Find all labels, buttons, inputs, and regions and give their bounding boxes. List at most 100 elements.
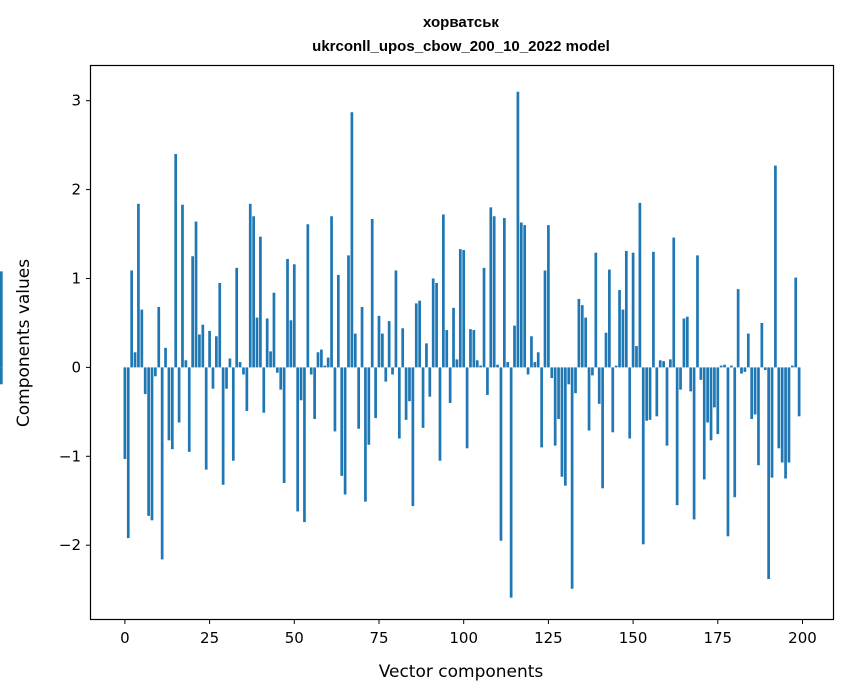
y-tick-label: 1 bbox=[71, 269, 81, 287]
bar-112 bbox=[502, 218, 506, 368]
bar-28 bbox=[218, 282, 222, 368]
bar-177 bbox=[723, 364, 726, 368]
bar-5 bbox=[140, 309, 144, 368]
bar-1 bbox=[126, 367, 130, 539]
bar-91 bbox=[431, 278, 435, 368]
bar-68 bbox=[353, 333, 357, 368]
bar-9 bbox=[154, 367, 157, 377]
bar-158 bbox=[658, 360, 662, 368]
bar-21 bbox=[194, 221, 198, 368]
bar-118 bbox=[523, 225, 527, 368]
y-axis-label: Components values bbox=[14, 259, 34, 427]
bar-178 bbox=[726, 367, 730, 537]
bar-187 bbox=[757, 367, 760, 466]
bar-197 bbox=[790, 365, 794, 368]
y-tick-label: 0 bbox=[71, 358, 81, 376]
bar-4 bbox=[137, 203, 140, 368]
bar-137 bbox=[587, 367, 591, 431]
bar-65 bbox=[343, 367, 347, 495]
bar-54 bbox=[306, 224, 310, 368]
bar-31 bbox=[228, 358, 232, 368]
bar-190 bbox=[767, 367, 770, 579]
bar-138 bbox=[591, 367, 594, 376]
y-tick-label: 3 bbox=[71, 92, 81, 110]
bar-102 bbox=[469, 329, 472, 368]
x-tick-label: 125 bbox=[534, 629, 563, 647]
bar-63 bbox=[336, 274, 340, 368]
bar-6 bbox=[143, 367, 147, 395]
bar-42 bbox=[265, 318, 269, 368]
bar-103 bbox=[472, 330, 476, 368]
bar-10 bbox=[157, 306, 161, 368]
bar-172 bbox=[706, 367, 709, 423]
bar-12 bbox=[164, 347, 167, 368]
bar-37 bbox=[248, 203, 252, 368]
bar-99 bbox=[458, 249, 462, 368]
x-tick-label: 200 bbox=[788, 629, 817, 647]
bar-183 bbox=[743, 367, 747, 372]
bar-51 bbox=[296, 367, 300, 512]
bar-19 bbox=[187, 367, 191, 452]
bar-41 bbox=[262, 367, 266, 413]
bar-71 bbox=[364, 367, 367, 502]
bar-148 bbox=[624, 250, 628, 368]
bar-64 bbox=[340, 367, 344, 476]
bar-125 bbox=[547, 225, 550, 368]
bar-13 bbox=[167, 367, 171, 441]
bar-123 bbox=[540, 367, 543, 448]
bar-87 bbox=[418, 300, 422, 368]
y-tick-label: 2 bbox=[71, 181, 81, 199]
bar-59 bbox=[323, 365, 327, 368]
bar-195 bbox=[784, 367, 787, 479]
x-tick-label: 75 bbox=[369, 629, 388, 647]
bar-161 bbox=[669, 359, 672, 368]
bar-94 bbox=[442, 214, 445, 368]
bar-48 bbox=[286, 258, 289, 368]
bar-2 bbox=[130, 270, 134, 368]
bar-46 bbox=[279, 367, 283, 390]
bar-164 bbox=[679, 367, 682, 390]
bar-93 bbox=[438, 367, 442, 461]
x-tick-label: 150 bbox=[619, 629, 648, 647]
bar-29 bbox=[221, 367, 225, 485]
x-tick-label: 175 bbox=[703, 629, 732, 647]
y-tick-label: −1 bbox=[59, 447, 81, 465]
bar-45 bbox=[275, 367, 279, 373]
bar-128 bbox=[557, 367, 560, 419]
bar-86 bbox=[414, 303, 418, 368]
bar-96 bbox=[448, 367, 452, 403]
bar-17 bbox=[181, 204, 184, 368]
bar-168 bbox=[692, 367, 696, 520]
bar-133 bbox=[574, 367, 577, 394]
bar-150 bbox=[631, 252, 635, 368]
bar-40 bbox=[259, 236, 262, 368]
bar-114 bbox=[509, 367, 513, 598]
bar-66 bbox=[347, 255, 350, 368]
bar-153 bbox=[641, 367, 645, 545]
bar-26 bbox=[211, 367, 215, 389]
bar-180 bbox=[733, 367, 737, 498]
bar-35 bbox=[242, 367, 245, 375]
bar-106 bbox=[482, 267, 486, 368]
bar-undefined bbox=[0, 271, 3, 368]
bar-115 bbox=[513, 325, 516, 368]
bar-189 bbox=[763, 367, 767, 371]
bar-113 bbox=[506, 362, 510, 368]
bar-0 bbox=[123, 367, 127, 459]
bar-100 bbox=[462, 250, 466, 368]
bar-82 bbox=[401, 328, 405, 368]
bar-198 bbox=[794, 277, 798, 368]
bar-3 bbox=[133, 352, 137, 368]
bar-141 bbox=[601, 367, 604, 489]
bar-122 bbox=[536, 352, 540, 368]
bar-149 bbox=[628, 367, 632, 439]
bar-144 bbox=[611, 367, 615, 433]
bar-160 bbox=[665, 367, 669, 446]
bar-140 bbox=[597, 367, 601, 404]
bar-166 bbox=[685, 316, 689, 368]
y-axis-ticks: −2 −1 0 1 2 3 bbox=[59, 92, 91, 554]
bar-167 bbox=[689, 367, 693, 392]
bar-169 bbox=[696, 255, 699, 368]
bar-56 bbox=[313, 367, 316, 419]
bar-20 bbox=[191, 256, 194, 368]
